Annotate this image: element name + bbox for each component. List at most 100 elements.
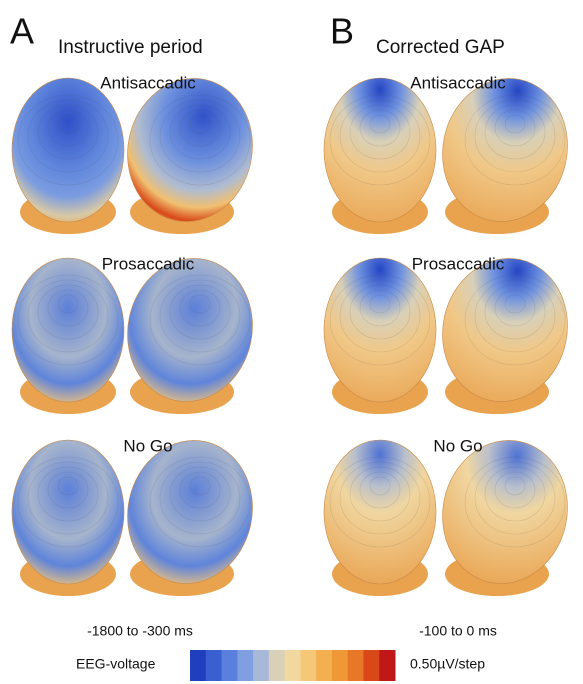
contour [339,279,421,353]
contour [47,289,89,327]
colorbar-label: EEG-voltage [76,656,156,672]
contour [484,104,546,160]
colorbar-step [347,650,364,681]
contour [494,471,536,509]
scalp-map [323,439,437,596]
scalp-map [127,440,253,596]
contour [37,104,99,160]
contour [179,471,221,509]
contour [369,476,391,496]
contour [464,456,566,548]
contour [57,476,79,496]
contour [484,284,546,340]
contour [189,294,211,314]
panel-letter: B [330,11,354,52]
scalp-map [11,77,125,234]
scalp-map [323,257,437,414]
panel-title: Instructive period [58,37,203,58]
contour [169,284,231,340]
head [442,78,568,222]
head [11,257,125,403]
contour [474,279,556,353]
scalp-map [442,78,568,234]
head [442,440,568,584]
contour [17,94,119,186]
contour [359,109,401,147]
contour [474,99,556,173]
panel-title: Corrected GAP [376,37,505,58]
head [127,258,253,402]
contour [149,94,251,186]
row-label: No Go [433,436,482,455]
colorbar-step [331,650,349,681]
colorbar-step [316,650,333,681]
head [11,439,125,585]
row-label: No Go [123,436,172,455]
contour [349,284,411,340]
colorbar-step [205,650,223,681]
head [442,258,568,402]
colorbar-step [300,650,317,681]
row-label: Antisaccadic [100,73,196,92]
contour [37,284,99,340]
colorbar-step [268,650,286,681]
contour [47,471,89,509]
colorbar-step [253,650,270,681]
colorbar-step [190,650,207,681]
colorbar-step [363,650,380,681]
contour [189,476,211,496]
contour [159,461,241,535]
contour [149,274,251,366]
contour [27,99,109,173]
contour [47,109,89,147]
row-label: Prosaccadic [102,254,195,273]
head [127,440,253,584]
contour [189,114,211,134]
contour [474,461,556,535]
scalp-map [442,440,568,596]
contour [504,114,526,134]
contour [349,104,411,160]
colorbar-step [379,650,396,681]
contour [329,94,431,186]
contour [57,294,79,314]
contour [179,109,221,147]
scalp-map [127,78,253,234]
contour [17,456,119,548]
contour [159,279,241,353]
scalp-map [11,257,125,414]
time-window: -1800 to -300 ms [87,623,193,639]
contour [17,274,119,366]
contour [464,94,566,186]
contour [57,114,79,134]
scalp-map [11,439,125,596]
contour [27,279,109,353]
contour [159,99,241,173]
head [323,77,437,223]
head [127,78,253,222]
contour [484,466,546,522]
head [11,77,125,223]
contour [504,294,526,314]
scalp-map [323,77,437,234]
contour [359,289,401,327]
contour [494,289,536,327]
contour [369,294,391,314]
contour [504,476,526,496]
colorbar-step [237,650,254,681]
contour [37,466,99,522]
panel-letter: A [10,11,34,52]
contour [179,289,221,327]
contour [27,461,109,535]
contour [329,456,431,548]
contour [339,461,421,535]
scalp-maps [11,77,568,596]
row-label: Prosaccadic [412,254,505,273]
scalp-map [127,258,253,414]
head [323,257,437,403]
contour [369,114,391,134]
head [323,439,437,585]
contour [169,104,231,160]
contour [169,466,231,522]
